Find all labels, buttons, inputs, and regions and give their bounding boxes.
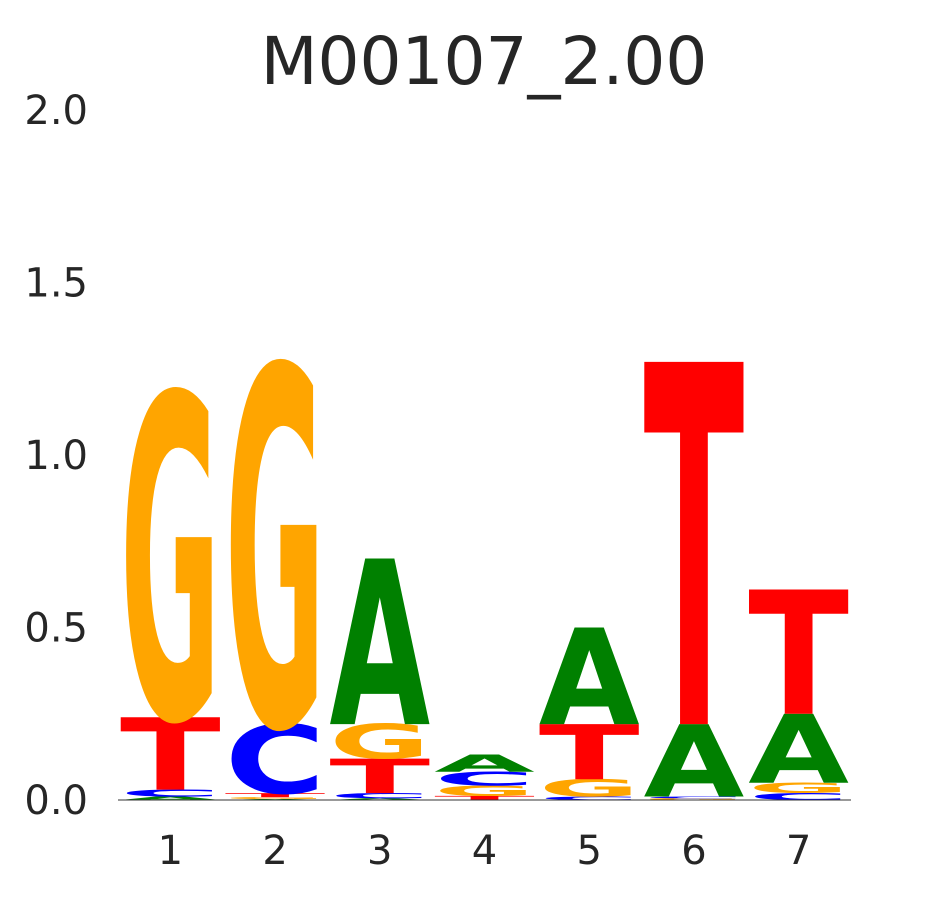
logo-letter-t: T — [748, 556, 849, 755]
x-tick-label: 1 — [158, 828, 183, 874]
logo-stacks: ACTGAGTCGACTGATGCACGTAGCATCGAT — [120, 265, 849, 843]
logo-letter-a: A — [539, 601, 640, 755]
logo-letter-t: T — [644, 265, 745, 843]
logo-letter-g: G — [539, 775, 640, 803]
logo-letter-t: T — [539, 709, 640, 797]
logo-letter-a: A — [644, 706, 745, 821]
logo-letter-c: C — [539, 796, 640, 802]
logo-letter-c: C — [225, 706, 326, 816]
y-tick-label: 1.0 — [24, 433, 88, 479]
logo-letter-c: C — [434, 768, 535, 790]
logo-letter-c: C — [120, 788, 221, 799]
y-tick-label: 2.0 — [24, 88, 88, 134]
y-axis: 0.0 0.5 1.0 1.5 2.0 — [24, 88, 88, 824]
x-axis: 1 2 3 4 5 6 7 — [158, 828, 812, 874]
x-tick-label: 3 — [367, 828, 392, 874]
y-tick-label: 0.5 — [24, 606, 88, 652]
logo-letter-g: G — [225, 797, 326, 800]
logo-letter-g: G — [644, 798, 745, 801]
logo-letter-t: T — [120, 697, 221, 813]
x-tick-label: 4 — [472, 828, 497, 874]
logo-letter-t: T — [434, 795, 535, 802]
logo-letter-g: G — [120, 304, 221, 822]
logo-letter-a: A — [748, 695, 849, 806]
x-tick-label: 2 — [262, 828, 287, 874]
logo-letter-t: T — [329, 749, 430, 804]
logo-letter-a: A — [434, 750, 535, 778]
logo-letter-a: A — [329, 798, 430, 801]
logo-letter-a: A — [120, 796, 221, 802]
logo-letter-g: G — [225, 267, 326, 841]
x-tick-label: 7 — [786, 828, 811, 874]
chart-title: M00107_2.00 — [261, 23, 708, 100]
logo-letter-c: C — [748, 791, 849, 802]
x-tick-label: 6 — [681, 828, 706, 874]
logo-letter-c: C — [644, 796, 745, 799]
y-tick-label: 1.5 — [24, 261, 88, 307]
y-tick-label: 0.0 — [24, 778, 88, 824]
x-tick-label: 5 — [576, 828, 601, 874]
logo-letter-c: C — [329, 792, 430, 800]
logo-letter-t: T — [225, 792, 326, 799]
logo-column: AGTCG — [225, 267, 326, 841]
logo-letter-g: G — [748, 780, 849, 797]
logo-letter-a: A — [329, 513, 430, 778]
logo-letter-g: G — [329, 715, 430, 770]
logo-letter-g: G — [434, 783, 535, 800]
